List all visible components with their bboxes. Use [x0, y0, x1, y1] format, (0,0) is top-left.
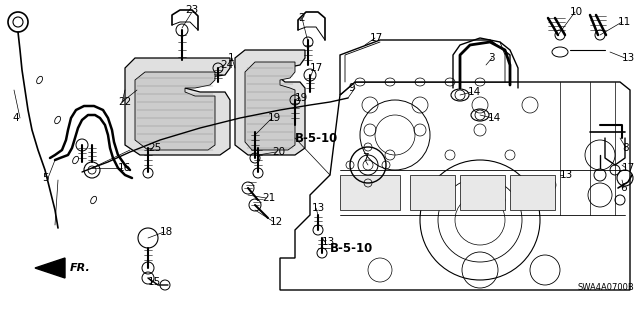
Text: 20: 20: [272, 147, 285, 157]
Text: 14: 14: [488, 113, 501, 123]
Text: 22: 22: [118, 97, 131, 107]
Text: 13: 13: [560, 170, 573, 180]
Text: 4: 4: [12, 113, 19, 123]
Text: 25: 25: [148, 143, 161, 153]
Text: 14: 14: [468, 87, 481, 97]
Text: 12: 12: [270, 217, 284, 227]
Text: FR.: FR.: [70, 263, 91, 273]
Polygon shape: [280, 82, 630, 290]
Text: 24: 24: [220, 60, 233, 70]
Text: 13: 13: [322, 237, 335, 247]
Polygon shape: [125, 58, 230, 155]
Polygon shape: [35, 258, 65, 278]
Text: 17: 17: [310, 63, 323, 73]
Text: 18: 18: [160, 227, 173, 237]
Polygon shape: [135, 72, 215, 150]
Text: 19: 19: [295, 93, 308, 103]
Text: 13: 13: [312, 203, 325, 213]
Text: 15: 15: [148, 277, 161, 287]
Text: SWA4A0700B: SWA4A0700B: [578, 284, 635, 293]
Text: 8: 8: [622, 143, 628, 153]
Text: 3: 3: [488, 53, 495, 63]
Text: 2: 2: [298, 13, 305, 23]
Text: B-5-10: B-5-10: [330, 241, 373, 255]
Polygon shape: [340, 40, 510, 95]
Text: 9: 9: [348, 83, 355, 93]
Text: 21: 21: [262, 193, 275, 203]
Bar: [410, 175, 455, 210]
Text: 17: 17: [622, 163, 636, 173]
Polygon shape: [235, 50, 305, 155]
Text: 16: 16: [118, 163, 131, 173]
Text: 23: 23: [185, 5, 198, 15]
Bar: [340, 175, 400, 210]
Bar: [460, 175, 505, 210]
Text: 13: 13: [622, 53, 636, 63]
Text: 19: 19: [268, 113, 281, 123]
Text: 7: 7: [362, 153, 369, 163]
Text: 6: 6: [620, 183, 627, 193]
Text: 5: 5: [42, 173, 49, 183]
Text: 11: 11: [618, 17, 631, 27]
Text: 17: 17: [370, 33, 383, 43]
Bar: [510, 175, 555, 210]
Text: B-5-10: B-5-10: [295, 131, 339, 145]
Polygon shape: [245, 62, 295, 150]
Text: 10: 10: [570, 7, 583, 17]
Text: 1: 1: [228, 53, 235, 63]
